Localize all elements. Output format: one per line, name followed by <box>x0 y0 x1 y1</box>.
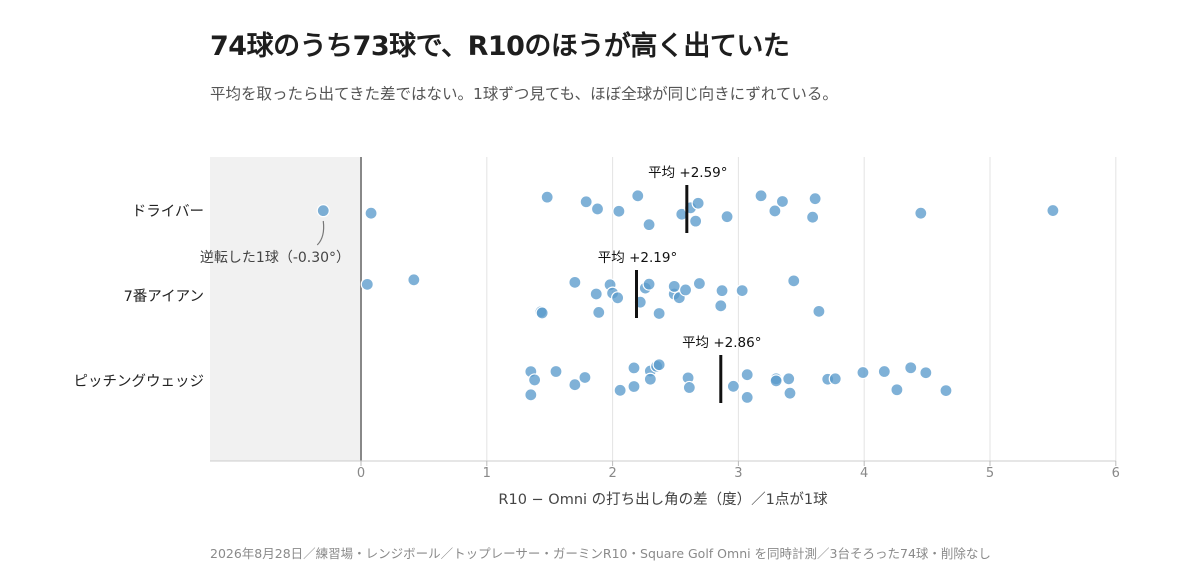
annotation: 逆転した1球（-0.30°） <box>200 220 350 266</box>
data-point <box>549 364 563 379</box>
data-point <box>689 214 703 228</box>
data-point <box>360 277 374 291</box>
chart-subtitle: 平均を取ったら出てきた差ではない。1球ずつ見ても、ほぼ全球が同じ向きにずれている… <box>210 85 838 103</box>
x-tick-label: 0 <box>357 466 365 481</box>
data-point <box>735 284 749 298</box>
data-point <box>678 283 693 297</box>
data-point <box>612 204 626 218</box>
data-point <box>667 279 681 293</box>
data-point <box>535 306 549 320</box>
negative-region <box>210 157 361 461</box>
data-point <box>364 206 378 220</box>
data-point <box>714 299 728 313</box>
grid-lines <box>486 157 1117 461</box>
data-point <box>783 386 797 400</box>
data-point <box>769 374 783 388</box>
data-point <box>627 361 641 375</box>
x-tick-label: 5 <box>986 466 994 481</box>
x-tick-label: 3 <box>734 466 742 481</box>
data-point <box>877 364 891 379</box>
data-point <box>592 305 606 320</box>
data-point <box>613 383 627 397</box>
data-point <box>904 361 918 375</box>
data-point <box>715 284 729 298</box>
data-point <box>775 194 790 209</box>
mean-label: 平均 +2.59° <box>648 165 727 181</box>
x-tick-label: 1 <box>483 466 491 481</box>
data-point <box>914 206 928 220</box>
x-tick-labels: 0 1 2 3 4 5 6 <box>357 461 1120 481</box>
data-point <box>720 210 734 224</box>
category-row: ピッチングウェッジ 平均 +2.86° <box>74 335 953 404</box>
annotation-leader <box>316 220 325 246</box>
data-point <box>828 372 842 386</box>
data-point <box>642 277 656 291</box>
x-tick-label: 2 <box>608 466 616 481</box>
data-point <box>768 204 782 218</box>
data-point <box>754 189 768 203</box>
data-point <box>682 380 696 395</box>
data-point <box>643 372 657 386</box>
x-axis-title: R10 − Omni の打ち出し角の差（度）／1点が1球 <box>498 491 828 508</box>
data-point <box>890 383 904 397</box>
data-point <box>652 306 666 321</box>
data-point <box>590 202 605 216</box>
dot-plot-chart: 0 1 2 3 4 5 6 ドライバー 平均 +2.59° 7番アイアン 平均 +2.19° ピッチ… <box>74 157 1120 508</box>
data-point <box>808 192 822 206</box>
data-point <box>568 378 582 392</box>
category-label: ドライバー <box>132 204 204 220</box>
annotation-label: 逆転した1球（-0.30°） <box>200 250 350 266</box>
data-point <box>578 370 592 385</box>
data-point <box>652 358 666 372</box>
data-point <box>782 372 796 386</box>
data-point <box>740 368 754 382</box>
data-point <box>691 196 705 210</box>
data-point <box>579 195 593 209</box>
data-point <box>692 276 707 291</box>
mean-label: 平均 +2.86° <box>682 335 761 351</box>
data-point <box>740 390 754 404</box>
data-point <box>568 275 582 289</box>
data-point <box>642 218 656 232</box>
category-row: 7番アイアン 平均 +2.19° <box>124 250 826 321</box>
data-point <box>787 274 801 288</box>
data-point <box>528 373 542 387</box>
category-row: ドライバー 平均 +2.59° <box>132 165 1060 233</box>
category-label: 7番アイアン <box>124 288 204 305</box>
category-rows: ドライバー 平均 +2.59° 7番アイアン 平均 +2.19° ピッチングウェッジ 平均… <box>74 165 1060 404</box>
data-point <box>726 379 740 393</box>
data-point <box>812 304 826 318</box>
data-point <box>631 189 645 203</box>
mean-label: 平均 +2.19° <box>598 250 677 266</box>
data-point <box>407 273 421 287</box>
chart-title: 74球のうち73球で、R10のほうが高く出ていた <box>210 31 790 62</box>
data-point <box>806 210 820 224</box>
category-label: ピッチングウェッジ <box>74 373 205 390</box>
x-tick-label: 6 <box>1112 466 1120 481</box>
data-point <box>540 190 554 204</box>
data-point <box>1046 203 1060 218</box>
data-point <box>611 291 625 305</box>
x-tick-label: 4 <box>860 466 868 481</box>
data-point <box>919 366 933 380</box>
data-point <box>524 388 538 402</box>
footnote: 2026年8月28日／練習場・レンジボール／トップレーサー・ガーミンR10・Sq… <box>210 546 991 561</box>
data-point <box>627 379 641 394</box>
data-point <box>589 287 603 301</box>
data-point <box>316 204 330 218</box>
data-point <box>856 365 870 380</box>
data-point <box>939 383 953 398</box>
